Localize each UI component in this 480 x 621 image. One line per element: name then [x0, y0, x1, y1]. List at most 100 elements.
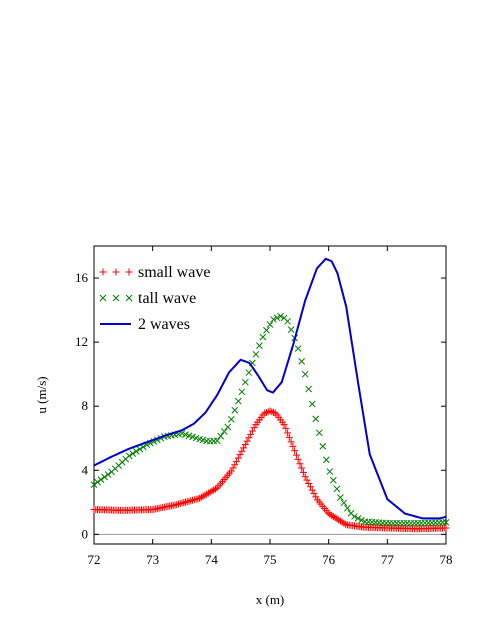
x-marker [104, 471, 112, 478]
plus-marker [270, 408, 278, 416]
plus-marker [99, 268, 107, 276]
x-marker [277, 312, 284, 320]
plus-marker [210, 486, 218, 494]
x-tick-label: 73 [146, 552, 159, 567]
x-marker [231, 406, 239, 414]
plus-marker [247, 430, 255, 438]
plus-marker [268, 408, 276, 416]
series-small-wave [90, 407, 450, 533]
plus-marker [312, 493, 320, 501]
x-marker [266, 321, 274, 328]
x-marker [242, 378, 249, 386]
plus-marker [306, 483, 314, 491]
x-marker [270, 316, 277, 323]
series-layer [90, 257, 450, 533]
plus-marker [310, 490, 318, 498]
x-marker [94, 478, 101, 486]
plus-marker [204, 489, 212, 497]
x-marker [238, 388, 246, 396]
x-tick-label: 72 [88, 552, 101, 567]
x-marker [136, 445, 144, 453]
y-axis-label: u (m/s) [34, 376, 49, 413]
x-marker [132, 448, 140, 455]
plus-marker [236, 451, 244, 459]
x-marker [308, 400, 316, 408]
plus-marker [245, 434, 253, 442]
x-marker [319, 442, 327, 450]
x-marker [224, 423, 232, 431]
plus-marker [340, 519, 348, 527]
plus-marker [292, 451, 300, 459]
plus-marker [211, 485, 219, 493]
plus-marker [303, 476, 311, 484]
x-marker [358, 516, 365, 524]
plus-marker [229, 464, 237, 472]
legend-label: 2 waves [138, 316, 190, 333]
y-tick-label: 16 [75, 270, 89, 285]
plus-marker [299, 468, 307, 476]
plus-marker [338, 518, 346, 526]
plus-marker [208, 487, 216, 495]
plus-marker [301, 473, 309, 481]
x-marker [333, 485, 341, 493]
x-marker [213, 437, 221, 445]
x-marker [442, 519, 450, 526]
axis-ticks: 72 73 74 75 76 77 78 0 4 8 12 16 [75, 246, 453, 567]
plus-marker [241, 441, 249, 449]
legend-label: tall wave [138, 290, 196, 307]
plus-marker [285, 433, 293, 441]
legend: small wave tall wave 2 waves [99, 264, 210, 333]
plus-marker [333, 515, 341, 523]
x-marker [259, 333, 267, 341]
plus-marker [248, 427, 256, 435]
x-marker [234, 397, 242, 405]
y-tick-label: 8 [82, 398, 89, 413]
x-marker [125, 294, 133, 302]
x-marker [287, 326, 295, 333]
x-marker [354, 515, 362, 522]
series-line [93, 257, 447, 520]
plus-marker [328, 511, 336, 519]
plus-marker [342, 520, 350, 528]
legend-entry: 2 waves [100, 316, 190, 333]
plus-marker [261, 409, 269, 417]
x-marker [220, 428, 228, 435]
x-marker [245, 369, 253, 376]
plus-marker [282, 424, 290, 432]
plus-marker [262, 408, 270, 416]
plus-marker [238, 447, 246, 455]
plus-marker [250, 424, 258, 432]
plus-marker [234, 454, 242, 462]
plus-marker [196, 494, 204, 502]
plus-marker [287, 438, 295, 446]
x-marker [101, 473, 108, 481]
plus-marker [336, 517, 344, 525]
plus-marker [308, 486, 316, 494]
plus-marker [112, 268, 120, 276]
x-marker [298, 358, 306, 365]
x-marker [90, 481, 98, 489]
legend-entry: tall wave [99, 290, 196, 307]
plus-marker [227, 467, 235, 475]
legend-label: small wave [138, 264, 210, 281]
plus-marker [326, 510, 334, 518]
x-tick-label: 76 [322, 552, 336, 567]
plus-marker [284, 429, 292, 437]
plus-marker [199, 492, 207, 500]
x-marker [305, 385, 313, 393]
x-marker [337, 494, 344, 501]
x-marker [344, 504, 351, 512]
x-marker [99, 294, 107, 302]
plus-marker [289, 442, 297, 450]
plus-marker [442, 524, 450, 532]
plus-marker [266, 407, 274, 415]
x-marker [301, 370, 309, 378]
plus-marker [291, 447, 299, 455]
x-marker [351, 513, 358, 520]
x-marker [129, 450, 137, 457]
y-tick-label: 0 [82, 526, 89, 541]
legend-entry: small wave [99, 264, 210, 281]
plus-marker [203, 490, 211, 498]
x-tick-label: 77 [381, 552, 395, 567]
